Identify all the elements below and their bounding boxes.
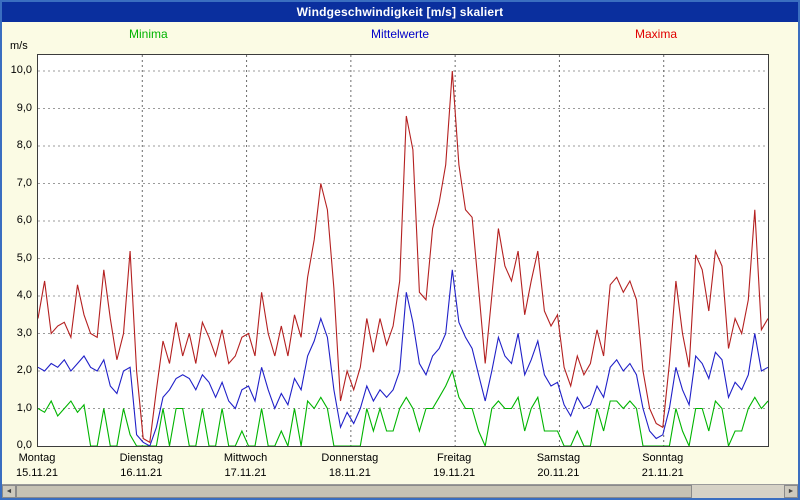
series-maxima — [38, 70, 768, 444]
x-day-label: Freitag 19.11.21 — [433, 451, 475, 481]
day-date: 17.11.21 — [224, 467, 267, 479]
scrollbar-thumb[interactable] — [16, 485, 692, 498]
day-date: 16.11.21 — [120, 467, 163, 479]
x-day-label: Mittwoch 17.11.21 — [224, 451, 267, 481]
x-day-label: Samstag 20.11.21 — [537, 451, 580, 481]
day-date: 15.11.21 — [15, 467, 59, 479]
legend-minima: Minima — [129, 27, 168, 41]
y-axis-unit-label: m/s — [10, 40, 28, 52]
day-name: Mittwoch — [223, 452, 268, 464]
y-tick-label: 10,0 — [10, 64, 32, 76]
x-day-label: Sonntag 21.11.21 — [642, 451, 684, 481]
series-mittelwerte — [38, 269, 768, 446]
day-date: 20.11.21 — [537, 467, 580, 479]
y-tick-label: 5,0 — [16, 251, 32, 264]
scroll-right-button[interactable]: ► — [784, 485, 798, 498]
y-tick-label: 6,0 — [16, 214, 32, 226]
day-name: Montag — [18, 452, 56, 464]
x-day-label: Montag 15.11.21 — [16, 451, 58, 481]
day-name: Sonntag — [642, 452, 684, 464]
scroll-left-button[interactable]: ◄ — [2, 485, 16, 498]
day-date: 21.11.21 — [641, 467, 684, 479]
scrollbar-track[interactable] — [16, 485, 784, 498]
y-tick-label: 8,0 — [16, 139, 32, 151]
day-date: 19.11.21 — [433, 467, 476, 479]
y-tick-label: 3,0 — [16, 326, 32, 339]
day-date: 18.11.21 — [328, 467, 371, 479]
y-tick-label: 1,0 — [16, 401, 32, 414]
day-name: Samstag — [536, 452, 581, 464]
day-name: Donnerstag — [321, 452, 379, 464]
window-title: Windgeschwindigkeit [m/s] skaliert — [2, 2, 798, 22]
y-tick-label: 7,0 — [16, 176, 32, 189]
y-tick-label: 2,0 — [16, 364, 32, 376]
series-minima — [38, 369, 768, 446]
horizontal-scrollbar[interactable]: ◄ ► — [2, 484, 798, 498]
y-tick-label: 0,0 — [16, 439, 32, 451]
x-day-label: Donnerstag 18.11.21 — [321, 451, 378, 481]
y-tick-label: 9,0 — [16, 101, 32, 114]
legend-mittelwerte: Mittelwerte — [370, 27, 430, 41]
legend-maxima: Maxima — [635, 27, 678, 41]
chart-plot — [37, 54, 769, 447]
day-name: Dienstag — [119, 452, 163, 464]
x-day-label: Dienstag 16.11.21 — [120, 451, 163, 481]
day-name: Freitag — [437, 452, 472, 464]
y-tick-label: 4,0 — [16, 289, 32, 301]
